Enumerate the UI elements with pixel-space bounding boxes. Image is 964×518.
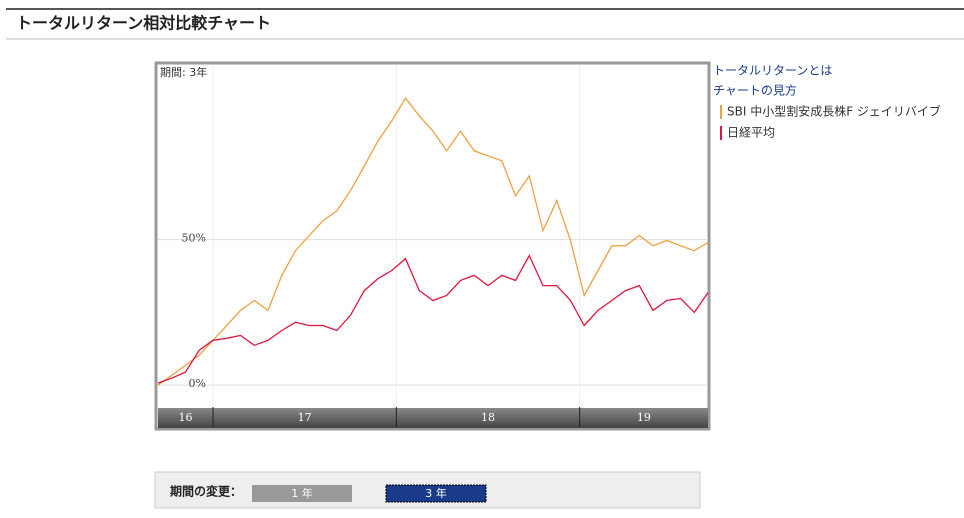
legend-swatch — [720, 105, 722, 119]
y-tick-label: 50% — [182, 232, 206, 245]
legend-swatch — [720, 126, 722, 140]
period-label: 期間の変更： — [170, 484, 242, 499]
x-tick-label: 16 — [179, 411, 193, 424]
period-button[interactable] — [252, 485, 352, 502]
link[interactable]: チャートの見方 — [713, 83, 797, 98]
x-tick-label: 19 — [637, 411, 651, 424]
series-line — [157, 97, 709, 386]
link[interactable]: トータルリターンとは — [713, 64, 832, 78]
period-button[interactable] — [385, 484, 487, 503]
year-band — [158, 408, 708, 428]
series-line — [157, 254, 709, 384]
y-tick-label: 0% — [189, 377, 206, 390]
annotation-bg — [158, 65, 210, 81]
period-annotation: 期間: 3年 — [160, 65, 207, 79]
legend-label: SBI 中小型割安成長株F ジェイリバイブ — [727, 104, 941, 119]
period-button-label[interactable]: 1 年 — [291, 486, 313, 500]
legend-label: 日経平均 — [727, 126, 775, 140]
page-title: トータルリターン相対比較チャート — [16, 14, 271, 33]
x-tick-label: 18 — [481, 411, 495, 424]
period-button-label[interactable]: 3 年 — [425, 486, 447, 500]
x-tick-label: 17 — [298, 411, 312, 424]
